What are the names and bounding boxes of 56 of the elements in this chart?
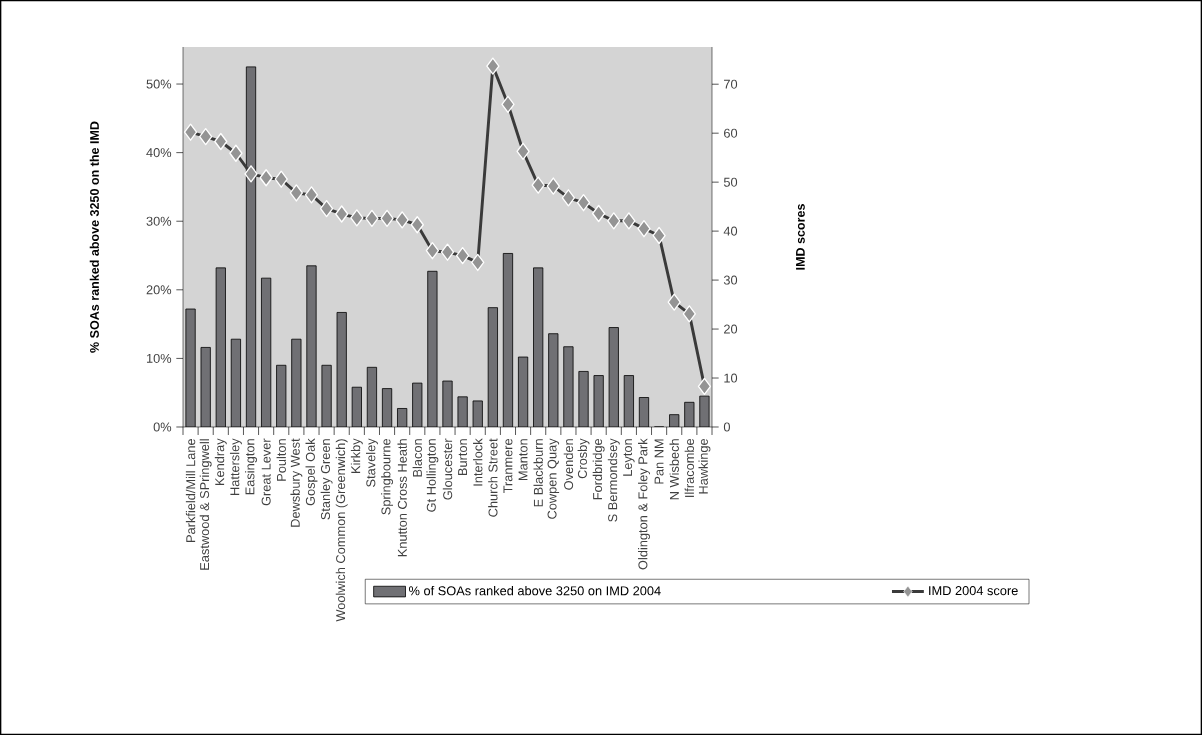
y-tick-label: 20% xyxy=(146,285,172,295)
x-tick-label: S Bermondsey xyxy=(607,438,620,522)
x-tick-label: Stanley Green xyxy=(320,439,333,520)
x-tick-label: Crosby xyxy=(577,438,590,479)
x-tick-label: Easington xyxy=(245,439,257,495)
x-tick-label: Staveley xyxy=(365,438,378,487)
x-tick-label: Hawkinge xyxy=(698,438,711,494)
y-tick-label: 10% xyxy=(146,353,172,363)
x-tick-label: Gt Hollington xyxy=(426,439,439,512)
y2-tick-label: 40 xyxy=(723,226,738,236)
y2-tick-label: 60 xyxy=(724,128,738,138)
x-tick-label: Church Street xyxy=(488,438,498,517)
y-tick-label: 40% xyxy=(146,148,172,158)
x-tick-label: Kirkby xyxy=(350,438,363,473)
y-tick-label: 50% xyxy=(146,79,172,89)
x-tick-label: Great Lever xyxy=(261,438,271,506)
x-tick-label: E Blackburn xyxy=(533,439,543,507)
y2-tick-label: 50 xyxy=(723,177,738,187)
x-tick-label: Ovenden xyxy=(563,439,574,490)
y2-tick-label: 70 xyxy=(724,79,738,89)
x-tick-label: Gospel Oak xyxy=(305,438,318,506)
x-tick-label: Poulton xyxy=(276,439,286,481)
legend-label: % of SOAs ranked above 3250 on IMD 2004 xyxy=(409,585,661,596)
legend-label: IMD 2004 score xyxy=(929,586,1018,596)
y-tick-label: 30% xyxy=(146,216,172,226)
x-tick-label: Tranmere xyxy=(503,438,513,494)
bar xyxy=(442,380,453,427)
x-tick-label: Burton xyxy=(458,439,468,476)
x-tick-label: Interlock xyxy=(473,438,483,486)
x-tick-label: Parkfield/Mill Lane xyxy=(185,438,196,542)
x-tick-label: Leyton xyxy=(623,439,635,476)
y2-tick-label: 0 xyxy=(723,422,730,432)
x-tick-label: Oldington & Foley Park xyxy=(638,438,650,570)
y2-tick-label: 10 xyxy=(724,373,738,383)
x-tick-label: Gloucester xyxy=(442,438,453,500)
x-tick-label: Eastwood & SPringwell xyxy=(199,439,212,570)
x-tick-label: Ilfracombe xyxy=(684,438,695,497)
y2-tick-label: 20 xyxy=(724,324,738,334)
y-axis-title: % SOAs ranked above 3250 on the IMD xyxy=(89,121,99,353)
x-tick-label: Hattersley xyxy=(229,438,242,495)
y2-axis-title: IMD scores xyxy=(796,204,805,270)
x-tick-label: Springbourne xyxy=(381,438,394,515)
y2-tick-label: 30 xyxy=(723,275,738,285)
bar xyxy=(578,371,589,427)
x-tick-label: Manton xyxy=(518,439,528,481)
bar xyxy=(306,265,317,427)
x-tick-label: Fordbridge xyxy=(592,438,605,500)
x-tick-label: Knutton Cross Heath xyxy=(397,439,407,557)
x-tick-label: Cowpen Quay xyxy=(547,438,560,519)
x-tick-label: Pan NM xyxy=(654,439,664,484)
x-tick-label: Woolwich Common (Greenwich) xyxy=(335,439,348,622)
x-tick-label: Blacon xyxy=(412,439,422,477)
x-tick-label: Kendray xyxy=(214,438,227,486)
x-tick-label: Dewsbury West xyxy=(290,438,303,527)
x-tick-label: N Wisbech xyxy=(669,439,679,500)
y-tick-label: 0% xyxy=(153,422,172,432)
